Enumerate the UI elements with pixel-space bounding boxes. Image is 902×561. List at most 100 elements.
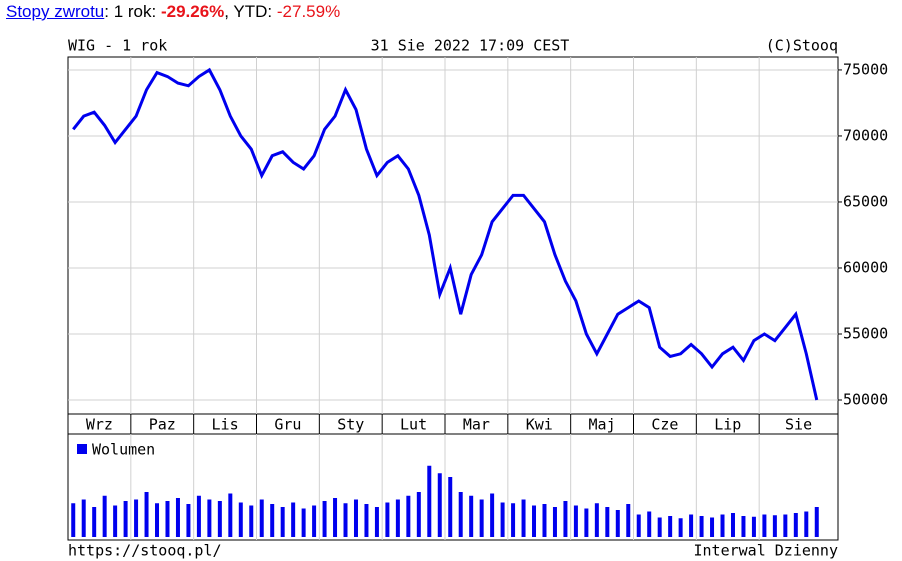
volume-bar [333, 498, 338, 537]
volume-bar [186, 504, 191, 537]
volume-bar [322, 501, 327, 537]
volume-bar [730, 513, 735, 537]
volume-bar [280, 507, 285, 537]
volume-bar [594, 503, 599, 537]
volume-bar [532, 505, 537, 537]
volume-bar [647, 511, 652, 537]
footer-interval: Interwal Dzienny [694, 542, 839, 560]
x-tick-label: Cze [651, 416, 678, 434]
volume-bar [416, 492, 421, 537]
volume-bar [175, 498, 180, 537]
legend-swatch [77, 444, 87, 454]
volume-bar [636, 514, 641, 537]
volume-bar [542, 504, 547, 537]
volume-bar [238, 502, 243, 537]
volume-bar [689, 514, 694, 537]
volume-bar [343, 503, 348, 537]
volume-bar [668, 516, 673, 537]
x-tick-label: Mar [463, 416, 490, 434]
volume-bar [699, 516, 704, 537]
volume-bar [123, 501, 128, 537]
volume-bar [751, 516, 756, 537]
volume-bar [155, 503, 160, 537]
x-tick-label: Wrz [86, 416, 113, 434]
volume-bar [511, 503, 516, 537]
volume-bar [500, 502, 505, 537]
volume-bar [783, 514, 788, 537]
volume-bar [458, 492, 463, 537]
volume-bar [395, 499, 400, 537]
volume-bar [678, 518, 683, 537]
volume-bar [196, 495, 201, 537]
volume-bar [312, 505, 317, 537]
ytd-label: , YTD: [224, 2, 277, 21]
volume-bar [217, 501, 222, 537]
x-tick-label: Sie [785, 416, 812, 434]
volume-bar [584, 508, 589, 537]
x-tick-label: Lut [400, 416, 427, 434]
volume-bar [448, 477, 453, 537]
volume-bar [353, 499, 358, 537]
volume-bar [301, 508, 306, 537]
volume-bar [814, 507, 819, 537]
x-tick-label: Lis [212, 416, 239, 434]
volume-bar [793, 513, 798, 537]
volume-bar [374, 507, 379, 537]
period-value: -29.26% [160, 2, 225, 21]
volume-bar [92, 507, 97, 537]
x-tick-label: Gru [274, 416, 301, 434]
credit: (C)Stooq [766, 37, 838, 55]
x-tick-label: Sty [337, 416, 364, 434]
returns-header: Stopy zwrotu: 1 rok: -29.26%, YTD: -27.5… [6, 2, 340, 22]
volume-bar [102, 495, 107, 537]
volume-bar [573, 505, 578, 537]
volume-bar [207, 499, 212, 537]
volume-bar [804, 511, 809, 537]
volume-bar [228, 493, 233, 537]
volume-bar [81, 499, 86, 537]
volume-bar [720, 514, 725, 537]
returns-link[interactable]: Stopy zwrotu [6, 2, 105, 21]
volume-bar [741, 516, 746, 537]
legend-label: Wolumen [92, 441, 155, 459]
chart-title: WIG - 1 rok [68, 37, 167, 55]
volume-bar [657, 517, 662, 537]
price-line [72, 67, 819, 401]
volume-bar [406, 495, 411, 537]
x-tick-label: Paz [149, 416, 176, 434]
volume-bar [626, 504, 631, 537]
volume-bar [615, 510, 620, 537]
chart-subtitle: 31 Sie 2022 17:09 CEST [371, 37, 570, 55]
y-tick-label: 65000 [843, 192, 888, 210]
y-tick-label: 70000 [843, 126, 888, 144]
x-tick-label: Kwi [526, 416, 553, 434]
volume-bar [469, 495, 474, 537]
volume-bar [772, 515, 777, 537]
volume-bar [490, 493, 495, 537]
volume-bar [270, 504, 275, 537]
volume-bar [385, 502, 390, 537]
volume-bar [113, 505, 118, 537]
y-tick-label: 50000 [843, 391, 888, 409]
volume-bar [552, 507, 557, 537]
volume-bar [563, 501, 568, 537]
volume-bar [144, 492, 149, 537]
volume-bar [479, 499, 484, 537]
x-tick-label: Lip [714, 416, 741, 434]
y-tick-label: 60000 [843, 258, 888, 276]
volume-bar [605, 507, 610, 537]
volume-bar [710, 517, 715, 537]
y-tick-label: 75000 [843, 60, 888, 78]
frame [67, 56, 839, 541]
volume-bar [259, 499, 264, 537]
volume-bar [71, 503, 76, 537]
volume-bar [134, 499, 139, 537]
volume-bar [291, 502, 296, 537]
volume-bar [437, 473, 442, 537]
y-tick-label: 55000 [843, 324, 888, 342]
x-tick-label: Maj [589, 416, 616, 434]
volume-bar [249, 505, 254, 537]
volume-bar [364, 504, 369, 537]
